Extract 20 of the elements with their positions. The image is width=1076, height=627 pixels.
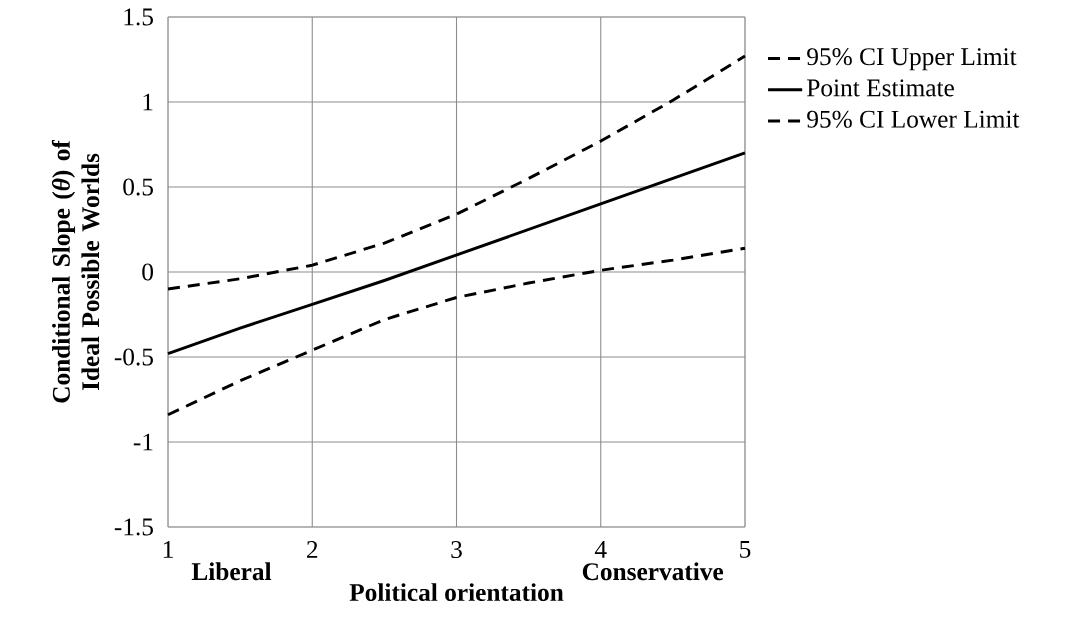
x-tick-label: 4 (594, 541, 607, 558)
text: Liberal (191, 562, 272, 581)
y-tick-label: -0.5 (114, 348, 153, 366)
x-axis-title: Political orientation (349, 583, 564, 602)
legend-label: 95% CI Upper Limit (807, 48, 1017, 71)
x-tick-label: 5 (740, 541, 751, 558)
y-tick-label: 0.5 (123, 178, 153, 196)
x-tick-label: 2 (307, 541, 318, 558)
x-tick-label: 3 (451, 541, 462, 559)
x-tick-label: 1 (163, 541, 173, 558)
legend-label: Point Estimate (807, 79, 954, 97)
line-series (166, 246, 747, 417)
y-tick-label: -1.5 (114, 518, 153, 536)
y-tick-label: 1.5 (124, 8, 153, 26)
legend-label: 95% CI Lower Limit (807, 110, 1020, 128)
y-tick-label: -1 (133, 433, 153, 451)
line-series (166, 54, 747, 291)
y-tick-label: 0 (142, 263, 153, 281)
text: Conservative (582, 562, 724, 581)
y-tick-label: 1 (143, 93, 153, 111)
